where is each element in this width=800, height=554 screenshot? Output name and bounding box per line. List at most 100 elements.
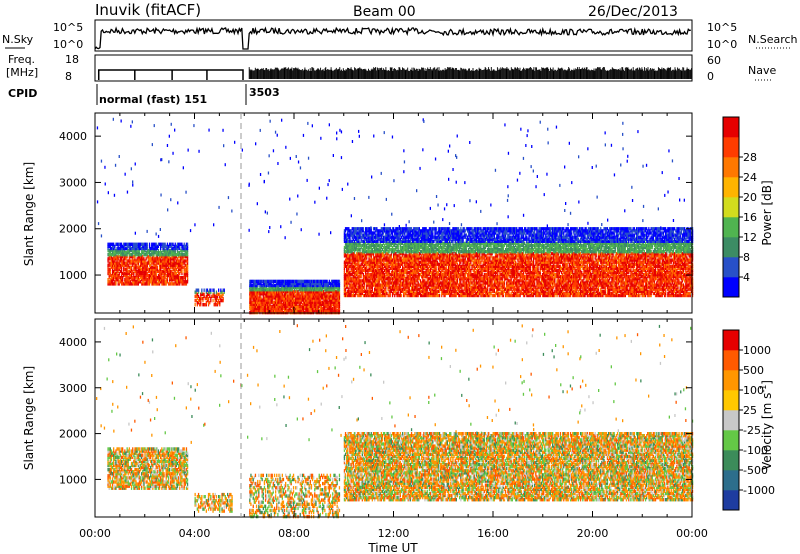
data-cell [142, 243, 143, 246]
data-cell [153, 243, 154, 246]
data-cell [137, 270, 138, 273]
cpid-mode-1: normal (fast) 151 [99, 93, 207, 106]
data-cell [148, 255, 149, 258]
nave-bars [135, 67, 692, 80]
data-cell [195, 303, 196, 306]
data-cell [148, 268, 149, 271]
data-cell [220, 289, 221, 292]
data-cell [125, 268, 126, 271]
data-cell [125, 261, 126, 264]
data-cell [177, 243, 178, 246]
data-cell [131, 282, 132, 285]
data-cell [131, 243, 132, 246]
data-cell [285, 280, 286, 283]
data-cell [187, 243, 188, 246]
data-cell [171, 270, 172, 273]
data-cell [177, 270, 178, 273]
cpid-mode-2: 3503 [249, 86, 280, 99]
data-cell [119, 280, 120, 283]
noise-panel: N.Sky 10^5 10^0 N.Search 10^5 10^0 [2, 20, 798, 51]
data-cell [177, 274, 178, 277]
data-cell [279, 280, 280, 283]
data-cell [137, 257, 138, 260]
data-cell [171, 261, 172, 264]
data-cell [208, 297, 209, 300]
nsky-label: N.Sky [2, 33, 34, 46]
data-cell [131, 253, 132, 256]
nsearch-tick-bottom: 10^0 [707, 38, 737, 51]
data-cell [166, 245, 167, 248]
data-cell [171, 243, 172, 246]
data-cell [256, 280, 257, 283]
data-cell [119, 247, 120, 250]
data-cell [160, 243, 161, 246]
data-cell [119, 255, 120, 258]
freq-trace [99, 70, 243, 80]
data-cell [182, 253, 183, 256]
data-cell [157, 266, 158, 269]
data-cell [182, 276, 183, 279]
freq-tick-bottom: 8 [65, 70, 72, 83]
data-cell [262, 280, 263, 283]
data-cell [119, 272, 120, 275]
data-cell [182, 266, 183, 269]
data-cell [107, 253, 108, 256]
data-cell [197, 301, 198, 304]
nave-tick-bottom: 0 [707, 70, 714, 83]
nsearch-label: N.Search [748, 33, 798, 46]
data-cell [262, 284, 263, 287]
cpid-label: CPID [8, 87, 37, 100]
data-cell [204, 293, 205, 296]
data-cell [107, 243, 108, 246]
noise-trace [95, 28, 691, 49]
radar-summary-plot: Inuvik (fitACF) Beam 00 26/Dec/2013 N.Sk… [0, 0, 800, 554]
data-cell [279, 288, 280, 291]
data-cell [125, 243, 126, 246]
data-cell [149, 243, 150, 246]
data-cell [177, 257, 178, 260]
data-cell [273, 280, 274, 283]
nsearch-tick-top: 10^5 [707, 21, 737, 34]
nave-label: Nave [748, 64, 776, 77]
freq-label-1: Freq. [8, 53, 35, 66]
nsky-tick-bottom: 10^0 [53, 38, 83, 51]
data-cell [137, 266, 138, 269]
cpid-row: CPID normal (fast) 151 3503 [8, 84, 280, 106]
date-title: 26/Dec/2013 [588, 4, 678, 20]
data-cell [107, 278, 108, 281]
data-cell [262, 298, 263, 301]
data-cell [250, 280, 251, 283]
nave-tick-top: 60 [707, 54, 721, 67]
data-cell [267, 288, 268, 291]
data-cell [131, 247, 132, 250]
freq-tick-top: 18 [65, 53, 79, 66]
data-cell [307, 280, 308, 283]
freq-panel: Freq. [MHz] 18 8 Nave 60 0 [6, 53, 776, 83]
data-cell [302, 280, 303, 283]
data-cell [113, 270, 114, 273]
data-cell [182, 245, 183, 248]
data-cell [148, 249, 149, 252]
data-cell [212, 299, 213, 302]
data-cell [218, 289, 219, 292]
data-cell [131, 266, 132, 269]
data-cell [291, 309, 292, 312]
data-cell [267, 280, 268, 283]
data-cell [302, 303, 303, 306]
data-cell [224, 289, 225, 292]
data-cell [202, 293, 203, 296]
data-cell [273, 301, 274, 304]
data-cell [131, 259, 132, 262]
data-cell [198, 289, 199, 292]
data-cell [166, 278, 167, 281]
data-cell [214, 289, 215, 292]
data-cell [201, 289, 202, 292]
data-cell [291, 280, 292, 283]
data-cell [113, 282, 114, 285]
data-cell [119, 243, 120, 246]
data-cell [107, 257, 108, 260]
data-cell [166, 274, 167, 277]
data-cell [142, 255, 143, 258]
data-cell [125, 247, 126, 250]
